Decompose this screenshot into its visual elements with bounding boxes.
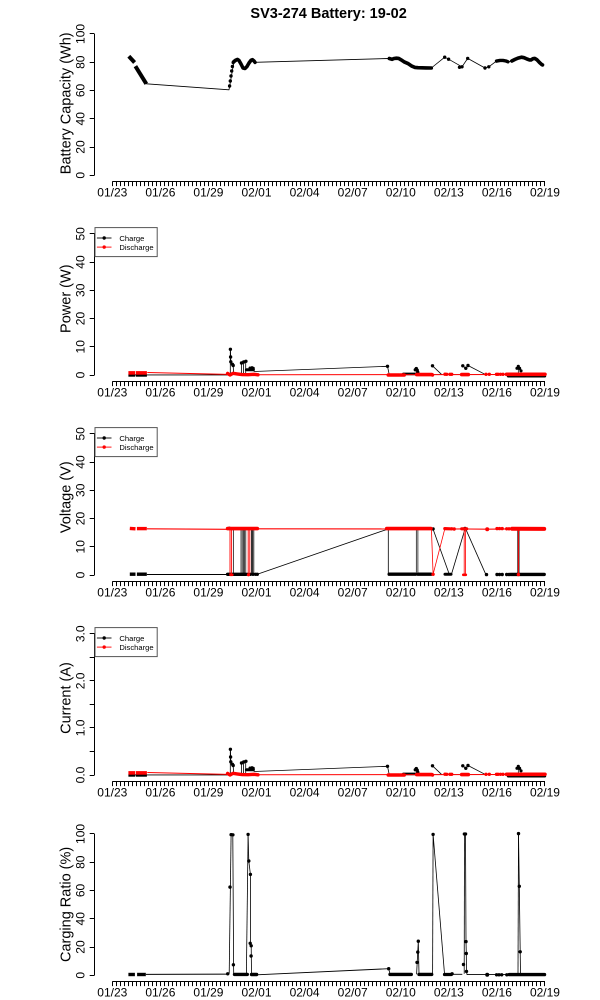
svg-text:0.0: 0.0 <box>74 766 88 783</box>
svg-text:02/19: 02/19 <box>530 586 560 600</box>
svg-text:Current (A): Current (A) <box>59 662 75 734</box>
svg-text:02/19: 02/19 <box>530 786 560 800</box>
svg-text:Charge: Charge <box>119 634 144 643</box>
svg-text:01/26: 01/26 <box>145 786 175 800</box>
svg-text:01/26: 01/26 <box>145 586 175 600</box>
svg-text:02/01: 02/01 <box>242 386 272 400</box>
svg-text:0: 0 <box>74 972 88 979</box>
svg-text:100: 100 <box>74 824 88 844</box>
svg-text:01/29: 01/29 <box>193 186 223 200</box>
svg-text:01/29: 01/29 <box>193 986 223 1000</box>
svg-text:02/10: 02/10 <box>386 586 416 600</box>
svg-text:01/29: 01/29 <box>193 786 223 800</box>
svg-text:01/23: 01/23 <box>97 786 127 800</box>
svg-text:30: 30 <box>74 283 88 297</box>
svg-text:80: 80 <box>74 855 88 869</box>
svg-text:20: 20 <box>74 312 88 326</box>
svg-text:01/23: 01/23 <box>97 186 127 200</box>
svg-text:01/26: 01/26 <box>145 386 175 400</box>
svg-text:50: 50 <box>74 227 88 241</box>
svg-text:01/26: 01/26 <box>145 186 175 200</box>
svg-text:01/23: 01/23 <box>97 986 127 1000</box>
svg-text:Discharge: Discharge <box>119 643 153 652</box>
svg-text:0: 0 <box>74 571 88 578</box>
svg-text:02/13: 02/13 <box>434 586 464 600</box>
svg-text:02/10: 02/10 <box>386 186 416 200</box>
svg-text:02/16: 02/16 <box>482 186 512 200</box>
svg-text:20: 20 <box>74 940 88 954</box>
svg-text:10: 10 <box>74 540 88 554</box>
svg-text:02/19: 02/19 <box>530 386 560 400</box>
svg-text:40: 40 <box>74 255 88 269</box>
svg-text:02/07: 02/07 <box>338 586 368 600</box>
svg-text:02/01: 02/01 <box>242 586 272 600</box>
svg-text:1.0: 1.0 <box>74 719 88 736</box>
svg-text:01/26: 01/26 <box>145 986 175 1000</box>
svg-text:02/01: 02/01 <box>242 986 272 1000</box>
svg-text:01/29: 01/29 <box>193 386 223 400</box>
svg-text:02/07: 02/07 <box>338 186 368 200</box>
svg-text:60: 60 <box>74 83 88 97</box>
svg-text:3.0: 3.0 <box>74 625 88 642</box>
svg-text:02/13: 02/13 <box>434 786 464 800</box>
svg-text:02/04: 02/04 <box>290 586 320 600</box>
svg-text:01/23: 01/23 <box>97 386 127 400</box>
svg-text:SV3-274 Battery: 19-02: SV3-274 Battery: 19-02 <box>250 6 406 22</box>
svg-text:02/10: 02/10 <box>386 386 416 400</box>
svg-text:30: 30 <box>74 483 88 497</box>
svg-text:0: 0 <box>74 172 88 179</box>
svg-text:100: 100 <box>74 24 88 44</box>
svg-text:02/10: 02/10 <box>386 986 416 1000</box>
svg-text:02/13: 02/13 <box>434 186 464 200</box>
svg-text:02/01: 02/01 <box>242 786 272 800</box>
svg-text:20: 20 <box>74 140 88 154</box>
svg-text:0: 0 <box>74 371 88 378</box>
svg-text:Discharge: Discharge <box>119 243 153 252</box>
svg-text:40: 40 <box>74 112 88 126</box>
svg-text:2.0: 2.0 <box>74 672 88 689</box>
svg-text:02/19: 02/19 <box>530 186 560 200</box>
svg-text:80: 80 <box>74 55 88 69</box>
svg-text:02/01: 02/01 <box>242 186 272 200</box>
svg-text:02/04: 02/04 <box>290 986 320 1000</box>
svg-text:Charge: Charge <box>119 434 144 443</box>
svg-text:50: 50 <box>74 427 88 441</box>
svg-text:Power (W): Power (W) <box>59 264 75 332</box>
svg-text:60: 60 <box>74 883 88 897</box>
svg-text:01/23: 01/23 <box>97 586 127 600</box>
svg-text:02/07: 02/07 <box>338 786 368 800</box>
svg-text:02/04: 02/04 <box>290 386 320 400</box>
svg-text:02/13: 02/13 <box>434 986 464 1000</box>
svg-text:02/16: 02/16 <box>482 786 512 800</box>
svg-text:02/07: 02/07 <box>338 986 368 1000</box>
svg-text:10: 10 <box>74 340 88 354</box>
svg-text:02/19: 02/19 <box>530 986 560 1000</box>
svg-text:02/10: 02/10 <box>386 786 416 800</box>
svg-text:02/07: 02/07 <box>338 386 368 400</box>
svg-text:Battery Capacity (Wh): Battery Capacity (Wh) <box>59 32 75 174</box>
svg-text:02/16: 02/16 <box>482 986 512 1000</box>
svg-text:Discharge: Discharge <box>119 443 153 452</box>
svg-text:20: 20 <box>74 512 88 526</box>
svg-text:Charge: Charge <box>119 234 144 243</box>
svg-text:01/29: 01/29 <box>193 586 223 600</box>
svg-text:40: 40 <box>74 912 88 926</box>
svg-text:02/16: 02/16 <box>482 386 512 400</box>
svg-text:02/13: 02/13 <box>434 386 464 400</box>
svg-text:Voltage (V): Voltage (V) <box>59 461 75 533</box>
svg-text:02/04: 02/04 <box>290 786 320 800</box>
svg-text:Carging Ratio (%): Carging Ratio (%) <box>59 847 75 962</box>
svg-text:40: 40 <box>74 455 88 469</box>
svg-text:02/16: 02/16 <box>482 586 512 600</box>
svg-text:02/04: 02/04 <box>290 186 320 200</box>
